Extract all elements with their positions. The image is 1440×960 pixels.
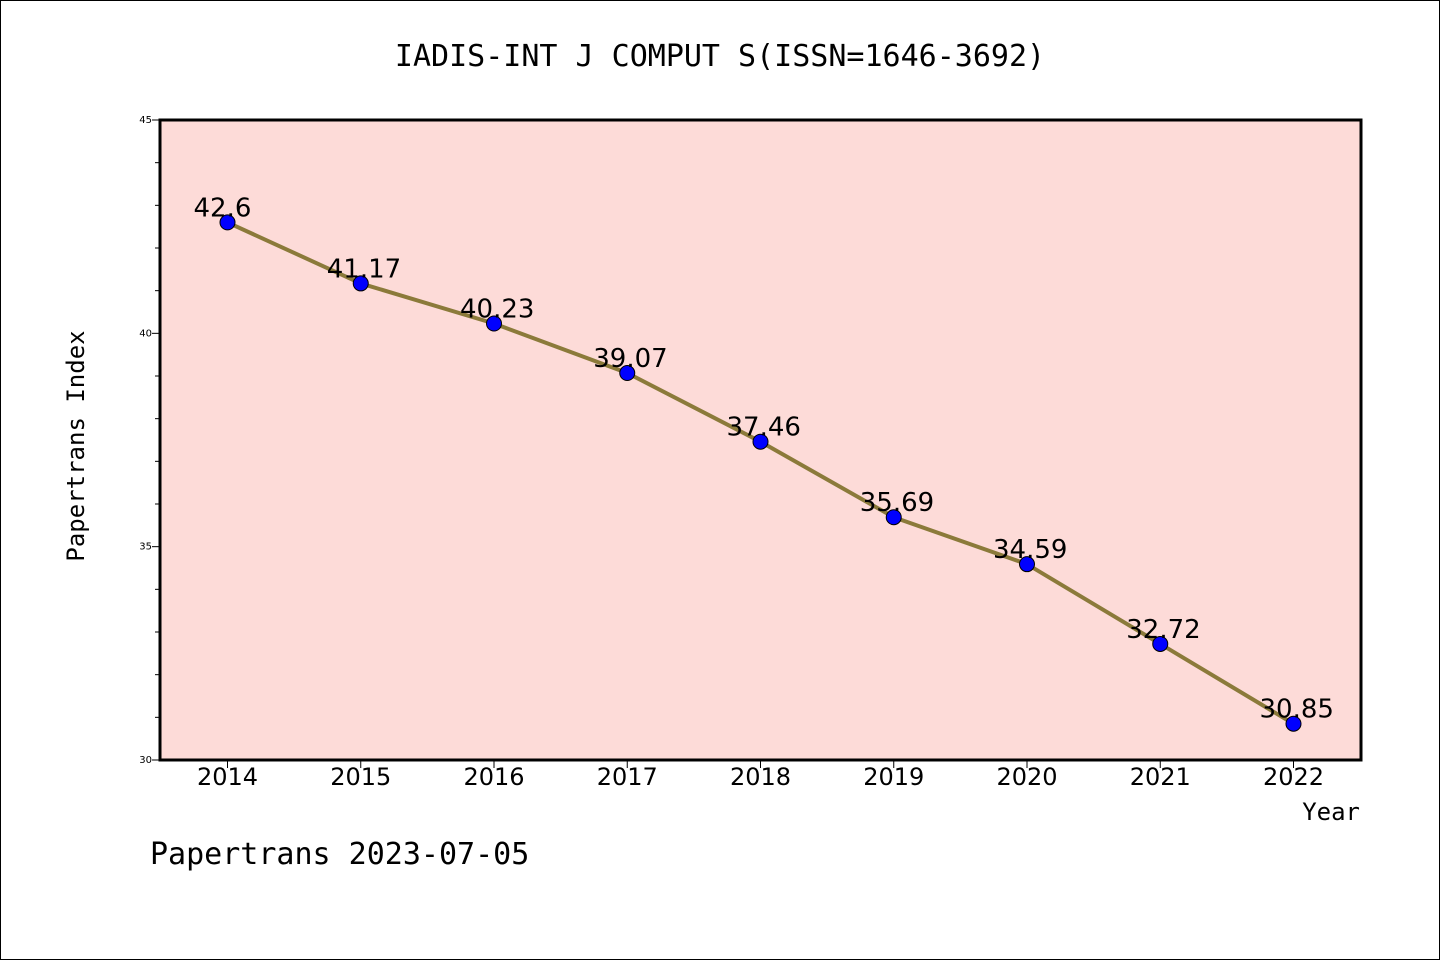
x-tick-label: 2022 (1263, 763, 1324, 791)
x-tick-label: 2020 (996, 763, 1057, 791)
data-point (885, 509, 902, 526)
chart-title: IADIS-INT J COMPUT S(ISSN=1646-3692) (395, 39, 1045, 74)
data-label: 37.46 (727, 413, 801, 443)
x-tick-label: 2018 (730, 763, 791, 791)
y-axis-title: Papertrans Index (62, 330, 90, 561)
x-tick-label: 2021 (1130, 763, 1191, 791)
data-point (1285, 715, 1302, 732)
data-point (352, 275, 369, 292)
data-label: 39.07 (593, 344, 667, 374)
data-label: 30.85 (1260, 695, 1334, 725)
data-labels: 42.6 41.17 40.23 39.07 37.46 35.69 34.59 32.72 3… (194, 193, 1334, 724)
data-point (752, 433, 769, 450)
x-tick-label: 2019 (863, 763, 924, 791)
data-point (619, 365, 636, 382)
x-axis-title: Year (1302, 798, 1360, 826)
y-tick-label: 40 (139, 328, 152, 339)
data-label: 34.59 (993, 535, 1067, 565)
y-tick-label: 30 (139, 755, 152, 766)
data-label: 40.23 (460, 295, 534, 325)
y-axis: 30 35 40 45 (139, 115, 160, 766)
data-point (219, 214, 236, 231)
x-tick-label: 2017 (597, 763, 658, 791)
data-label: 35.69 (860, 488, 934, 518)
data-label: 41.17 (327, 254, 401, 284)
y-tick-label: 45 (139, 115, 152, 126)
data-label: 42.6 (194, 193, 252, 223)
x-tick-label: 2014 (197, 763, 258, 791)
data-points (219, 214, 1302, 732)
data-point (1152, 635, 1169, 652)
footer-date-stamp: Papertrans 2023-07-05 (150, 837, 529, 872)
x-tick-label: 2016 (463, 763, 524, 791)
data-label: 32.72 (1126, 615, 1200, 645)
x-axis: 2014 2015 2016 2017 2018 2019 2020 2021 2022 (197, 760, 1324, 791)
y-tick-label: 35 (139, 542, 152, 553)
x-tick-label: 2015 (330, 763, 391, 791)
data-point (1019, 556, 1035, 573)
data-point (486, 315, 502, 332)
